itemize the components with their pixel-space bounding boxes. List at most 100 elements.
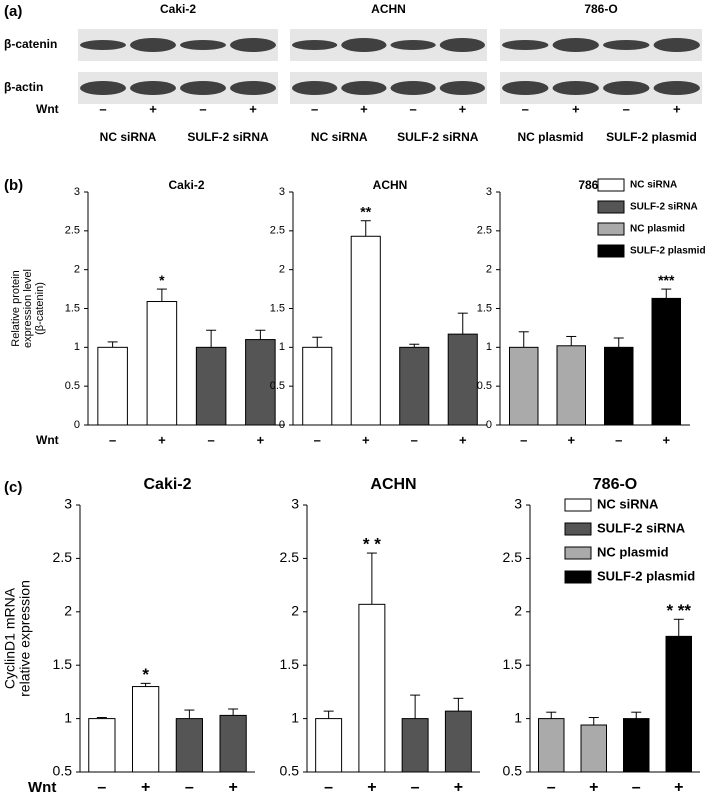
blot-band <box>341 38 387 52</box>
y-tick-label: 2 <box>74 264 80 276</box>
x-tick-label: – <box>109 432 116 447</box>
bar <box>97 346 128 426</box>
lane-wnt-label: – <box>99 101 106 116</box>
legend-label: NC plasmid <box>597 544 669 559</box>
bar <box>399 346 430 426</box>
y-tick-label: 2 <box>64 603 72 619</box>
y-tick-label: 1.5 <box>65 302 80 314</box>
bar <box>245 339 276 426</box>
x-tick-label: – <box>185 779 194 796</box>
blot-band <box>130 81 176 95</box>
y-tick-label: 3 <box>514 496 522 512</box>
legend-label: NC siRNA <box>630 180 677 191</box>
bar <box>132 686 160 773</box>
y-tick-label: 0.5 <box>270 380 285 392</box>
y-tick-label: 1.5 <box>280 656 300 672</box>
y-tick-label: 1.5 <box>53 656 73 672</box>
panel-label: (a) <box>4 3 22 20</box>
bar <box>88 718 116 773</box>
bar <box>401 718 429 773</box>
x-tick-label: + <box>662 432 670 447</box>
y-tick-label: 2.5 <box>270 225 285 237</box>
blot-title: ACHN <box>371 2 406 16</box>
y-tick-label: 2.5 <box>477 225 492 237</box>
y-tick-label: 3 <box>74 186 80 198</box>
x-tick-label: – <box>411 432 418 447</box>
y-tick-label: 2.5 <box>53 549 73 565</box>
y-tick-label: 0.5 <box>503 763 523 779</box>
y-tick-label: 0 <box>74 419 80 431</box>
blot-band <box>439 81 486 95</box>
x-tick-label: + <box>589 779 598 796</box>
blot-band <box>180 81 226 95</box>
blot-band <box>291 40 338 50</box>
bar <box>538 718 565 773</box>
bar <box>509 346 539 426</box>
y-tick-label: 1 <box>486 341 492 353</box>
y-axis-label: Relative protein <box>10 270 22 346</box>
bar <box>447 333 478 426</box>
x-tick-label: – <box>324 779 333 796</box>
blot-band <box>603 40 650 50</box>
lane-wnt-label: – <box>522 101 529 116</box>
bar <box>146 301 178 426</box>
x-tick-label: – <box>615 432 622 447</box>
significance: * ** <box>666 601 691 620</box>
chart-title: Caki-2 <box>168 178 204 192</box>
blot-group-label: SULF-2 plasmid <box>606 130 697 144</box>
bar <box>651 297 681 426</box>
x-axis-label: Wnt <box>36 433 59 447</box>
y-axis-label: expression level <box>22 269 34 348</box>
legend-label: SULF-2 plasmid <box>630 246 706 257</box>
y-tick-label: 1 <box>291 709 299 725</box>
legend-swatch <box>564 522 592 536</box>
x-tick-label: + <box>674 779 683 796</box>
lane-wnt-label: + <box>572 101 580 116</box>
chart-title: Caki-2 <box>143 476 191 493</box>
lane-wnt-label: + <box>360 101 368 116</box>
blot-band <box>653 81 700 95</box>
blot-title: 786-O <box>584 2 617 16</box>
x-tick-label: + <box>362 432 370 447</box>
legend-label: SULF-2 plasmid <box>597 568 695 583</box>
lane-wnt-label: – <box>623 101 630 116</box>
x-tick-label: + <box>367 779 376 796</box>
lane-wnt-label: + <box>149 101 157 116</box>
lane-wnt-label: – <box>199 101 206 116</box>
y-tick-label: 0.5 <box>65 380 80 392</box>
chart-title: 786-O <box>593 476 637 493</box>
significance: * * <box>363 535 381 554</box>
x-tick-label: + <box>257 432 265 447</box>
panel-label: (b) <box>4 177 23 194</box>
x-tick-label: – <box>632 779 641 796</box>
blot-band <box>80 40 126 50</box>
significance: * <box>142 665 149 684</box>
legend-label: NC plasmid <box>630 224 685 235</box>
legend-swatch <box>597 178 625 192</box>
y-tick-label: 2.5 <box>65 225 80 237</box>
y-tick-label: 2 <box>291 603 299 619</box>
y-tick-label: 3 <box>291 496 299 512</box>
y-tick-label: 1 <box>64 709 72 725</box>
significance: ** <box>360 203 371 219</box>
legend-swatch <box>597 244 625 258</box>
legend-swatch <box>564 570 592 584</box>
bar <box>315 718 343 773</box>
bar <box>444 710 472 773</box>
blot-group-label: SULF-2 siRNA <box>397 130 479 144</box>
x-tick-label: – <box>314 432 321 447</box>
blot-band <box>552 38 599 52</box>
y-tick-label: 2.5 <box>503 549 523 565</box>
x-tick-label: + <box>459 432 467 447</box>
y-tick-label: 1.5 <box>477 302 492 314</box>
bar <box>350 235 381 426</box>
bar <box>580 724 607 773</box>
x-tick-label: + <box>158 432 166 447</box>
y-tick-label: 1.5 <box>270 302 285 314</box>
bar <box>623 718 650 773</box>
bar <box>665 635 692 773</box>
blot-band <box>390 40 436 50</box>
lane-wnt-label: – <box>311 101 318 116</box>
blot-band <box>230 81 276 95</box>
